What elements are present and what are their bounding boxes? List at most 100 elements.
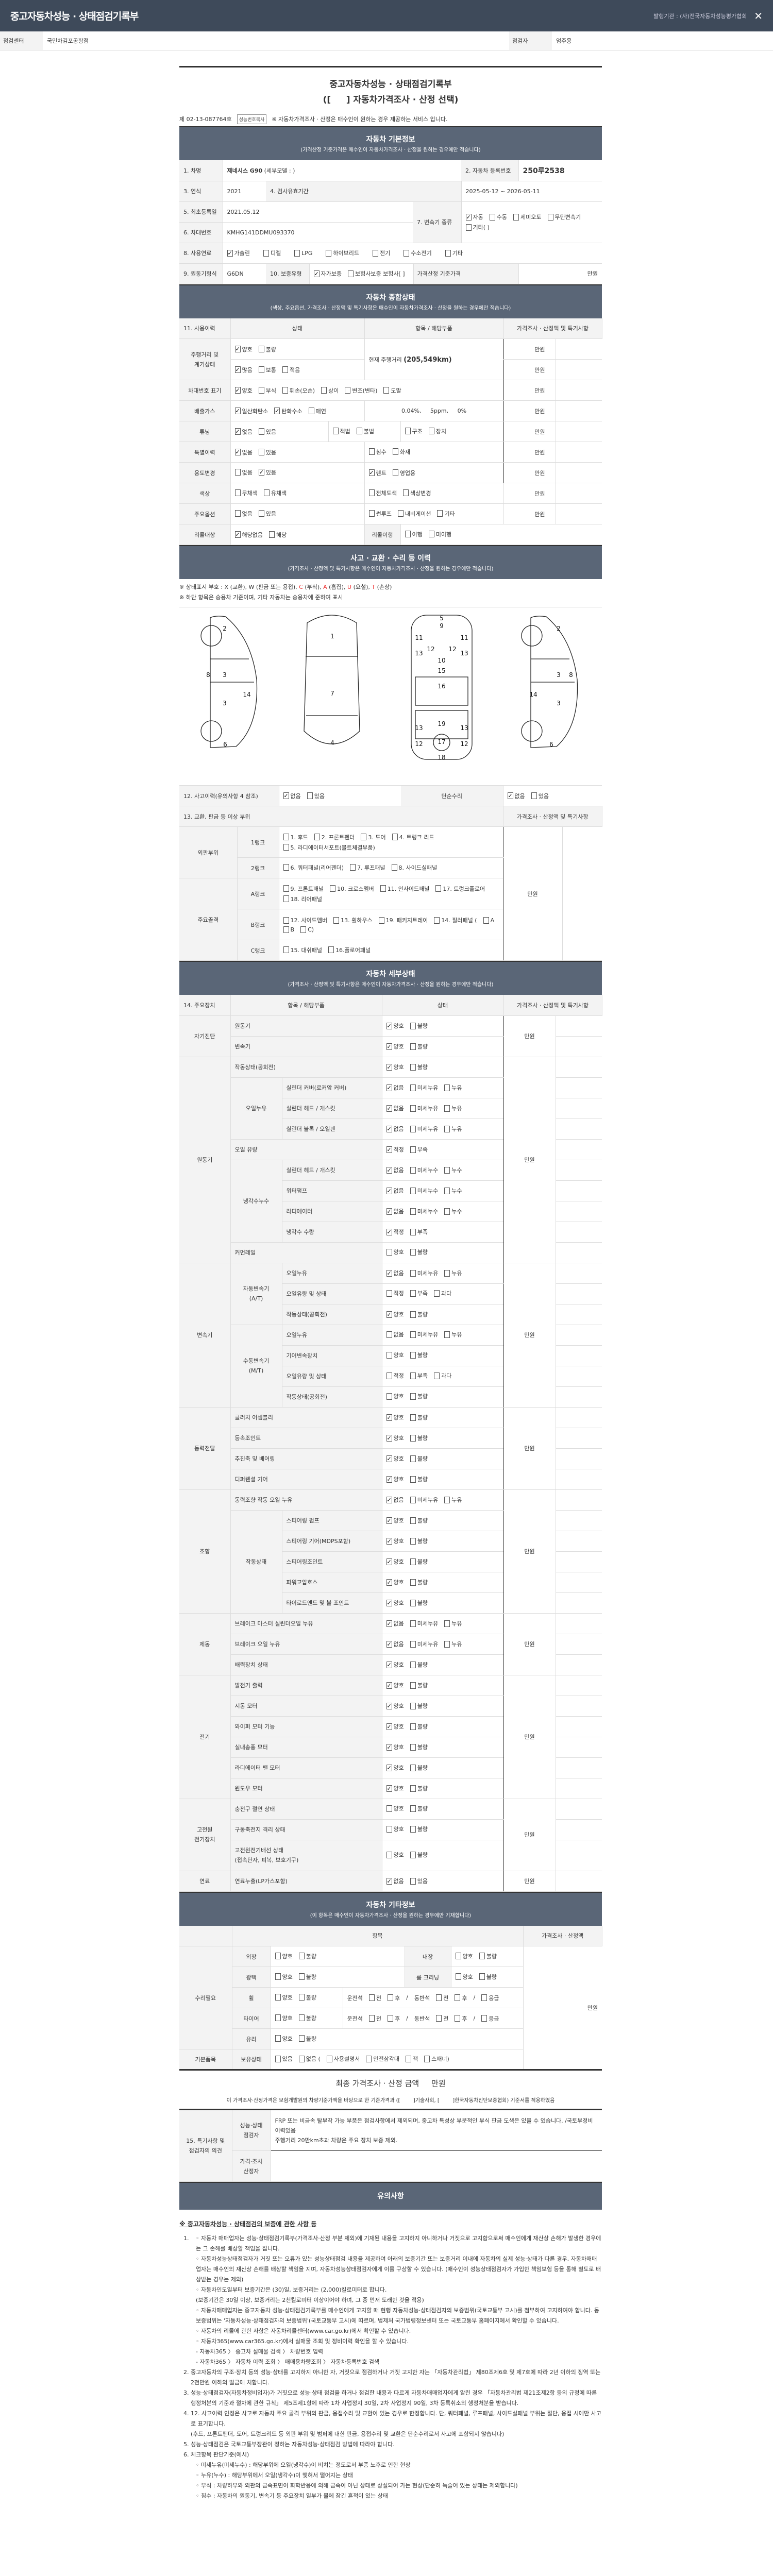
checkbox-불량[interactable]: 불량 — [479, 1952, 497, 1960]
checkbox-부족[interactable]: 부족 — [410, 1289, 428, 1297]
checkbox-적정[interactable]: 적정 — [386, 1371, 404, 1380]
checkbox-18리어패널[interactable]: 18. 리어패널 — [283, 895, 322, 903]
checkbox-불량[interactable]: 불량 — [410, 1804, 428, 1812]
checkbox-전[interactable]: 전 — [368, 1994, 381, 2002]
checkbox-12사이드멤버[interactable]: 12. 사이드멤버 — [283, 916, 327, 924]
checkbox-미세누수[interactable]: 미세누수 — [410, 1166, 438, 1174]
checkbox-불량[interactable]: 불량 — [410, 1660, 428, 1669]
checkbox-불량[interactable]: 불량 — [410, 1063, 428, 1071]
checkbox-7루프패널[interactable]: 7. 루프패널 — [350, 863, 385, 872]
checkbox-양호[interactable]: ✓ 양호 — [386, 1475, 404, 1483]
checkbox-없음[interactable]: ✓ 없음 — [386, 1269, 404, 1277]
checkbox-사용설명서[interactable]: 사용설명서 — [326, 2055, 360, 2063]
checkbox-불량[interactable]: 불량 — [410, 1310, 428, 1318]
checkbox-전기[interactable]: 전기 — [373, 249, 390, 257]
checkbox-없음[interactable]: 없음 — [234, 510, 253, 518]
checkbox-없음[interactable]: ✓ 없음 — [386, 1104, 404, 1112]
checkbox-불량[interactable]: 불량 — [410, 1599, 428, 1607]
checkbox-무단변속기[interactable]: 무단변속기 — [547, 213, 581, 221]
checkbox-있음[interactable]: 있음 — [531, 792, 549, 800]
checkbox-양호[interactable]: 양호 — [275, 2014, 293, 2022]
checkbox-양호[interactable]: 양호 — [455, 1973, 473, 1981]
checkbox-양호[interactable]: ✓ 양호 — [386, 1022, 404, 1030]
checkbox-14필러패널[interactable]: 14. 필러패널 ( — [434, 916, 477, 924]
checkbox-양호[interactable]: ✓ 양호 — [234, 345, 253, 353]
checkbox-응급[interactable]: 응급 — [481, 1994, 499, 2002]
checkbox-미세누유[interactable]: 미세누유 — [410, 1496, 438, 1504]
checkbox-기타[interactable]: 기타 — [437, 510, 455, 518]
checkbox-양호[interactable]: 양호 — [386, 1248, 404, 1256]
checkbox-없음[interactable]: 없음 ( — [298, 2055, 321, 2063]
checkbox-누유[interactable]: 누유 — [444, 1619, 462, 1628]
checkbox-LPG[interactable]: LPG — [294, 249, 312, 257]
checkbox-세미오토[interactable]: 세미오토 — [513, 213, 542, 221]
checkbox-영업용[interactable]: 영업용 — [392, 469, 415, 477]
checkbox-양호[interactable]: ✓ 양호 — [386, 1454, 404, 1463]
checkbox-누수[interactable]: 누수 — [444, 1207, 462, 1215]
checkbox-불량[interactable]: 불량 — [410, 1248, 428, 1256]
checkbox-양호[interactable]: 양호 — [275, 1993, 293, 2002]
checkbox-없음[interactable]: 없음 — [234, 468, 253, 477]
checkbox-무채색[interactable]: 무채색 — [234, 489, 258, 497]
checkbox-누유[interactable]: 누유 — [444, 1496, 462, 1504]
checkbox-양호[interactable]: 양호 — [386, 1825, 404, 1833]
checkbox-없음[interactable]: ✓ 없음 — [234, 428, 253, 436]
checkbox-있음[interactable]: 있음 — [275, 2055, 293, 2063]
checkbox-3도어[interactable]: 3. 도어 — [361, 833, 386, 841]
checkbox-양호[interactable]: ✓ 양호 — [386, 1702, 404, 1710]
checkbox-양호[interactable]: 양호 — [455, 1952, 473, 1960]
checkbox-장치[interactable]: 장치 — [428, 427, 446, 435]
checkbox-매연[interactable]: 매연 — [308, 407, 326, 415]
checkbox-유채색[interactable]: 유채색 — [263, 489, 287, 497]
checkbox-양호[interactable]: 양호 — [275, 2035, 293, 2043]
checkbox-양호[interactable]: 양호 — [386, 1351, 404, 1359]
checkbox-전[interactable]: 전 — [436, 1994, 448, 2002]
checkbox-불량[interactable]: 불량 — [298, 1993, 316, 2002]
checkbox-해당[interactable]: 해당 — [268, 531, 287, 539]
checkbox-불량[interactable]: 불량 — [410, 1764, 428, 1772]
checkbox-미세누유[interactable]: 미세누유 — [410, 1104, 438, 1112]
checkbox-수소전기[interactable]: 수소전기 — [404, 249, 432, 257]
checkbox-적정[interactable]: ✓ 적정 — [386, 1228, 404, 1236]
checkbox-전체도색[interactable]: 전체도색 — [368, 489, 397, 497]
checkbox-있음[interactable]: 있음 — [410, 1877, 428, 1885]
checkbox-불량[interactable]: 불량 — [410, 1537, 428, 1545]
checkbox-가솔린[interactable]: ✓ 가솔린 — [227, 249, 250, 257]
checkbox-불량[interactable]: 불량 — [258, 345, 276, 353]
checkbox-응급[interactable]: 응급 — [481, 2014, 499, 2023]
checkbox-양호[interactable]: ✓ 양호 — [234, 386, 253, 395]
checkbox-자가보증[interactable]: ✓ 자가보증 — [313, 269, 342, 278]
checkbox-불량[interactable]: 불량 — [410, 1351, 428, 1359]
checkbox-없음[interactable]: ✓ 없음 — [386, 1207, 404, 1215]
checkbox-미세누수[interactable]: 미세누수 — [410, 1207, 438, 1215]
checkbox-색상변경[interactable]: 색상변경 — [402, 489, 431, 497]
checkbox-불량[interactable]: 불량 — [298, 1973, 316, 1981]
checkbox-불량[interactable]: 불량 — [410, 1434, 428, 1442]
checkbox-양호[interactable]: 양호 — [275, 1973, 293, 1981]
checkbox-없음[interactable]: ✓ 없음 — [283, 792, 301, 800]
checkbox-후[interactable]: 후 — [455, 2014, 467, 2023]
checkbox-C[interactable]: C) — [300, 926, 314, 933]
checkbox-적법[interactable]: 적법 — [332, 427, 350, 435]
checkbox-A[interactable]: A — [483, 917, 494, 924]
checkbox-과다[interactable]: 과다 — [434, 1371, 451, 1380]
checkbox-기타[interactable]: 기타( ) — [465, 223, 490, 231]
checkbox-훼손오손[interactable]: 훼손(오손) — [282, 386, 315, 395]
checkbox-있음[interactable]: 있음 — [258, 510, 276, 518]
checkbox-양호[interactable]: ✓ 양호 — [386, 1722, 404, 1731]
checkbox-양호[interactable]: 양호 — [386, 1804, 404, 1812]
checkbox-누유[interactable]: 누유 — [444, 1083, 462, 1092]
checkbox-양호[interactable]: ✓ 양호 — [386, 1681, 404, 1689]
checkbox-렌트[interactable]: ✓ 렌트 — [368, 469, 386, 477]
checkbox-양호[interactable]: ✓ 양호 — [386, 1413, 404, 1421]
checkbox-썬루프[interactable]: 썬루프 — [368, 510, 392, 518]
checkbox-6쿼터패널리어펜더[interactable]: 6. 쿼터패널(리어펜더) — [283, 863, 344, 872]
checkbox-부족[interactable]: 부족 — [410, 1371, 428, 1380]
checkbox-양호[interactable]: ✓ 양호 — [386, 1599, 404, 1607]
checkbox-16플로어패널[interactable]: 16.플로어패널 — [328, 946, 371, 954]
checkbox-있음[interactable]: ✓ 있음 — [258, 468, 276, 477]
checkbox-많음[interactable]: ✓ 많음 — [234, 366, 253, 374]
checkbox-있음[interactable]: 있음 — [258, 428, 276, 436]
checkbox-적정[interactable]: ✓ 적정 — [386, 1145, 404, 1154]
checkbox-양호[interactable]: 양호 — [275, 1952, 293, 1960]
